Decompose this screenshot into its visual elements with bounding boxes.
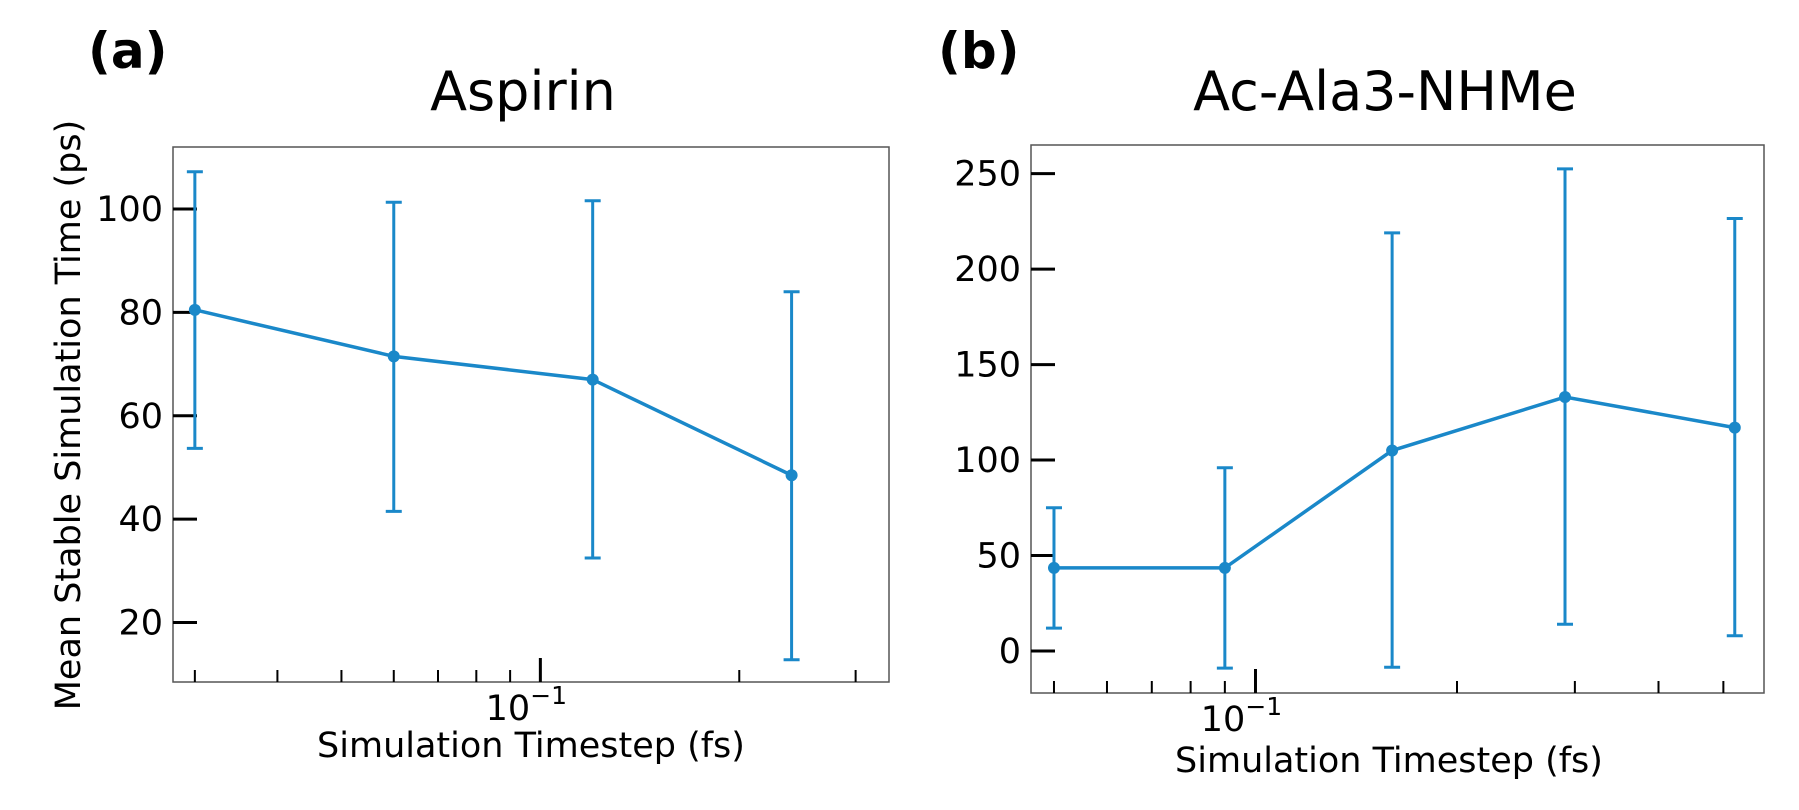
- series-ac-ala3-nhme: [1045, 167, 1743, 670]
- chart-title-aspirin: Aspirin: [430, 60, 616, 123]
- y-tick-label: 40: [118, 500, 163, 540]
- y-axis-label-aspirin: Mean Stable Simulation Time (ps): [49, 120, 89, 711]
- y-tick-label: 60: [118, 397, 163, 437]
- data-point: [1047, 561, 1060, 574]
- x-axis-label-ac-ala3-nhme: Simulation Timestep (fs): [1175, 741, 1603, 781]
- data-point: [1386, 444, 1399, 457]
- y-tick-label: 200: [954, 250, 1021, 290]
- x-axis-ticks-ac-ala3-nhme: 10−1: [1052, 669, 1725, 740]
- y-tick-label: 50: [976, 537, 1021, 577]
- data-point: [1728, 421, 1741, 434]
- data-point: [1559, 391, 1572, 404]
- y-tick-label: 100: [96, 190, 163, 230]
- y-tick-label: 100: [954, 441, 1021, 481]
- y-axis-ticks-aspirin: 20 40 60 80 100: [96, 190, 197, 644]
- series-line: [1053, 395, 1736, 570]
- panel-letter-a: (a): [88, 22, 167, 80]
- y-tick-label: 20: [118, 604, 163, 644]
- data-point: [785, 469, 798, 482]
- data-point: [1218, 561, 1231, 574]
- x-axis-label-aspirin: Simulation Timestep (fs): [317, 726, 745, 766]
- data-point: [586, 373, 599, 386]
- y-tick-label: 150: [954, 346, 1021, 386]
- series-aspirin: [186, 170, 800, 662]
- y-tick-label: 80: [118, 293, 163, 333]
- x-tick-label: 10−1: [1201, 692, 1282, 740]
- series-line: [194, 308, 793, 477]
- panel-aspirin: (a) Aspirin 20 40 60 80 100 10−1 Simulation …: [49, 22, 890, 766]
- plot-frame-ac-ala3-nhme: [1030, 144, 1765, 694]
- y-axis-ticks-ac-ala3-nhme: 0 50 100 150 200 250: [954, 155, 1055, 672]
- x-tick-label: 10−1: [486, 681, 567, 729]
- y-tick-label: 250: [954, 155, 1021, 195]
- data-point: [387, 350, 400, 363]
- data-point: [188, 303, 201, 316]
- x-axis-ticks-aspirin: 10−1: [193, 658, 857, 729]
- panel-letter-b: (b): [938, 22, 1020, 80]
- chart-title-ac-ala3-nhme: Ac-Ala3-NHMe: [1193, 60, 1577, 123]
- plot-frame-aspirin: [172, 146, 890, 683]
- y-tick-label: 0: [999, 632, 1021, 672]
- panel-ac-ala3-nhme: (b) Ac-Ala3-NHMe 0 50 100 150 200 250 10−1 Si…: [938, 22, 1765, 781]
